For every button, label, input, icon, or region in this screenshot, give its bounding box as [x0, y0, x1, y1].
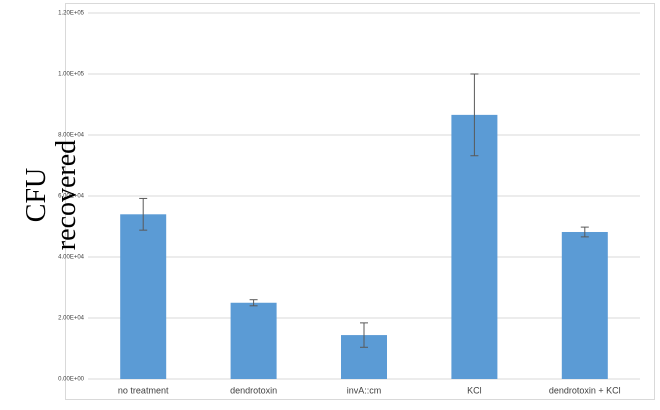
bar	[230, 302, 277, 379]
y-axis-label: CFU recovered	[21, 139, 82, 251]
bar	[451, 114, 498, 380]
x-tick-label: invA::cm	[347, 385, 382, 395]
y-tick-label: 8.00E+04	[58, 133, 85, 139]
x-tick-label: KCl	[467, 385, 482, 395]
y-tick-label: 2.00E+04	[58, 316, 85, 322]
x-tick-label: dendrotoxin + KCl	[549, 385, 621, 395]
bar	[561, 231, 608, 379]
y-tick-label: 4.00E+04	[58, 255, 85, 261]
y-tick-label: 0.00E+00	[58, 377, 85, 383]
x-tick-label: dendrotoxin	[230, 385, 277, 395]
bar	[120, 214, 167, 379]
y-tick-label: 1.20E+05	[58, 11, 85, 17]
x-tick-label: no treatment	[118, 385, 169, 395]
chart-border	[65, 3, 655, 400]
y-tick-label: 6.00E+04	[58, 194, 85, 200]
y-tick-label: 1.00E+05	[58, 72, 85, 78]
